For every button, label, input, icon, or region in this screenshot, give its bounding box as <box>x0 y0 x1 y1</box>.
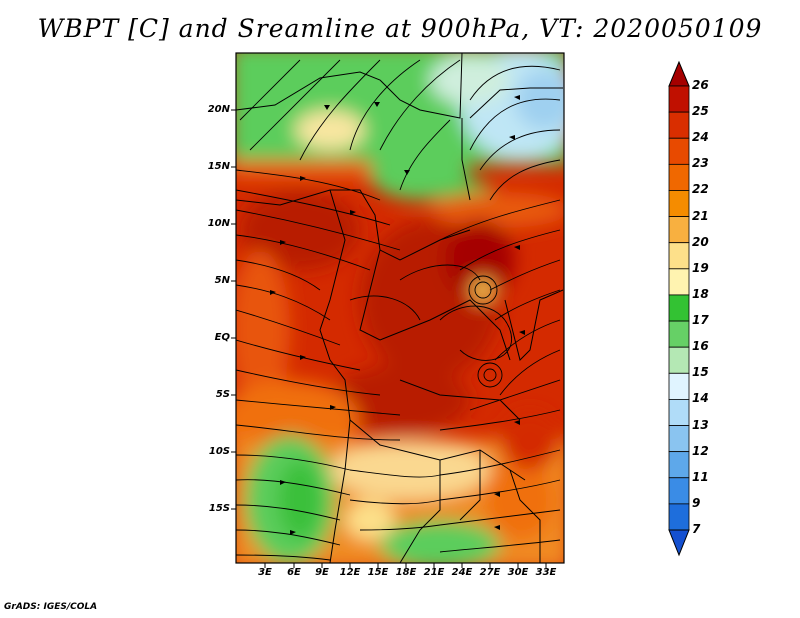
colorbar-segment <box>668 451 690 479</box>
streamlines <box>236 59 561 561</box>
lon-label: 21E <box>423 567 445 578</box>
colorbar-segment <box>668 137 690 165</box>
colorbar-label: 13 <box>692 417 709 432</box>
lat-ticks <box>231 109 236 510</box>
colorbar-label: 9 <box>692 495 701 510</box>
colorbar-label: 25 <box>692 104 709 119</box>
colorbar-segment <box>668 85 690 113</box>
colorbar-segment <box>668 372 690 400</box>
colorbar-label: 19 <box>692 260 709 275</box>
colorbar-label: 12 <box>692 443 709 458</box>
colorbar-label: 15 <box>692 365 709 380</box>
lon-label: 18E <box>395 567 417 578</box>
lon-label: 15E <box>367 567 389 578</box>
colorbar-label: 20 <box>692 234 709 249</box>
lat-label: 5S <box>215 389 230 400</box>
colorbar-label: 16 <box>692 339 709 354</box>
lon-label: 24E <box>451 567 473 578</box>
colorbar-label: 22 <box>692 182 709 197</box>
colorbar <box>668 60 690 557</box>
colorbar-label: 7 <box>692 522 701 536</box>
lon-label: 6E <box>287 567 301 578</box>
colorbar-segment <box>668 190 690 217</box>
streamline-arrows <box>270 95 525 535</box>
colorbar-label: 23 <box>692 156 709 171</box>
lat-label: 5N <box>214 275 230 286</box>
colorbar-bottom-triangle <box>668 529 690 557</box>
lat-label: EQ <box>214 332 230 343</box>
lon-label: 3E <box>258 567 272 578</box>
colorbar-label: 14 <box>692 391 709 406</box>
lat-label: 20N <box>207 104 230 115</box>
colorbar-segment <box>668 216 690 244</box>
lon-label: 12E <box>339 567 361 578</box>
colorbar-segment <box>668 399 690 426</box>
lon-label: 30E <box>507 567 529 578</box>
colorbar-segment <box>668 268 690 296</box>
colorbar-top-triangle <box>668 60 690 87</box>
colorbar-label: 11 <box>692 469 709 484</box>
colorbar-segment <box>668 320 690 348</box>
colorbar-segment <box>668 503 690 531</box>
temperature-field <box>236 53 564 563</box>
footer-credit: GrADS: IGES/COLA <box>4 602 98 612</box>
map-frame <box>235 52 565 564</box>
colorbar-segment <box>668 294 690 322</box>
colorbar-segment <box>668 477 690 505</box>
country-borders <box>236 53 564 563</box>
lat-label: 15S <box>208 503 230 514</box>
lon-label: 27E <box>479 567 501 578</box>
colorbar-segment <box>668 346 690 374</box>
lon-label: 33E <box>535 567 557 578</box>
colorbar-segment <box>668 163 690 191</box>
colorbar-label: 18 <box>692 286 709 301</box>
lat-label: 15N <box>207 161 230 172</box>
colorbar-label: 26 <box>692 78 709 92</box>
lon-ticks <box>264 563 547 568</box>
colorbar-label: 17 <box>692 313 709 328</box>
colorbar-segment <box>668 242 690 270</box>
lat-label: 10N <box>207 218 230 229</box>
colorbar-segment <box>668 111 690 139</box>
colorbar-label: 21 <box>692 208 709 223</box>
colorbar-segment <box>668 425 690 453</box>
lon-label: 9E <box>315 567 329 578</box>
lat-label: 10S <box>208 446 230 457</box>
map-title: WBPT [C] and Sreamline at 900hPa, VT: 20… <box>37 14 763 43</box>
colorbar-label: 24 <box>692 130 709 145</box>
